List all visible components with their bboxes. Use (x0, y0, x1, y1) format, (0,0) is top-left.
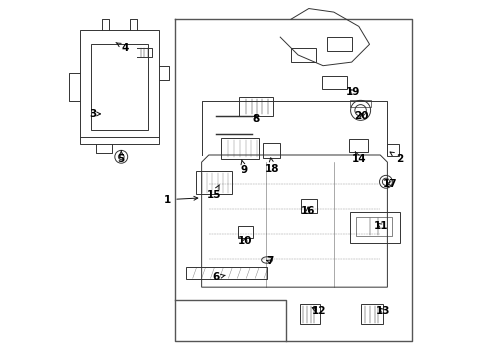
Text: 14: 14 (351, 152, 366, 164)
Text: 10: 10 (238, 236, 252, 246)
Text: 5: 5 (118, 151, 124, 163)
Text: 12: 12 (311, 306, 325, 316)
Text: 1: 1 (164, 195, 197, 204)
Text: 16: 16 (300, 206, 315, 216)
Text: 2: 2 (389, 152, 403, 163)
Text: 15: 15 (206, 185, 221, 200)
Text: 9: 9 (241, 160, 247, 175)
Text: 19: 19 (346, 87, 360, 98)
Text: 7: 7 (265, 256, 273, 266)
Text: 6: 6 (212, 272, 224, 282)
Text: 4: 4 (116, 42, 128, 53)
Text: 20: 20 (354, 111, 368, 121)
Text: 3: 3 (89, 109, 101, 119)
Text: 11: 11 (373, 221, 387, 231)
Text: 17: 17 (382, 179, 397, 189)
Text: 18: 18 (264, 158, 279, 174)
Text: 8: 8 (252, 113, 259, 123)
Text: 13: 13 (375, 306, 389, 316)
